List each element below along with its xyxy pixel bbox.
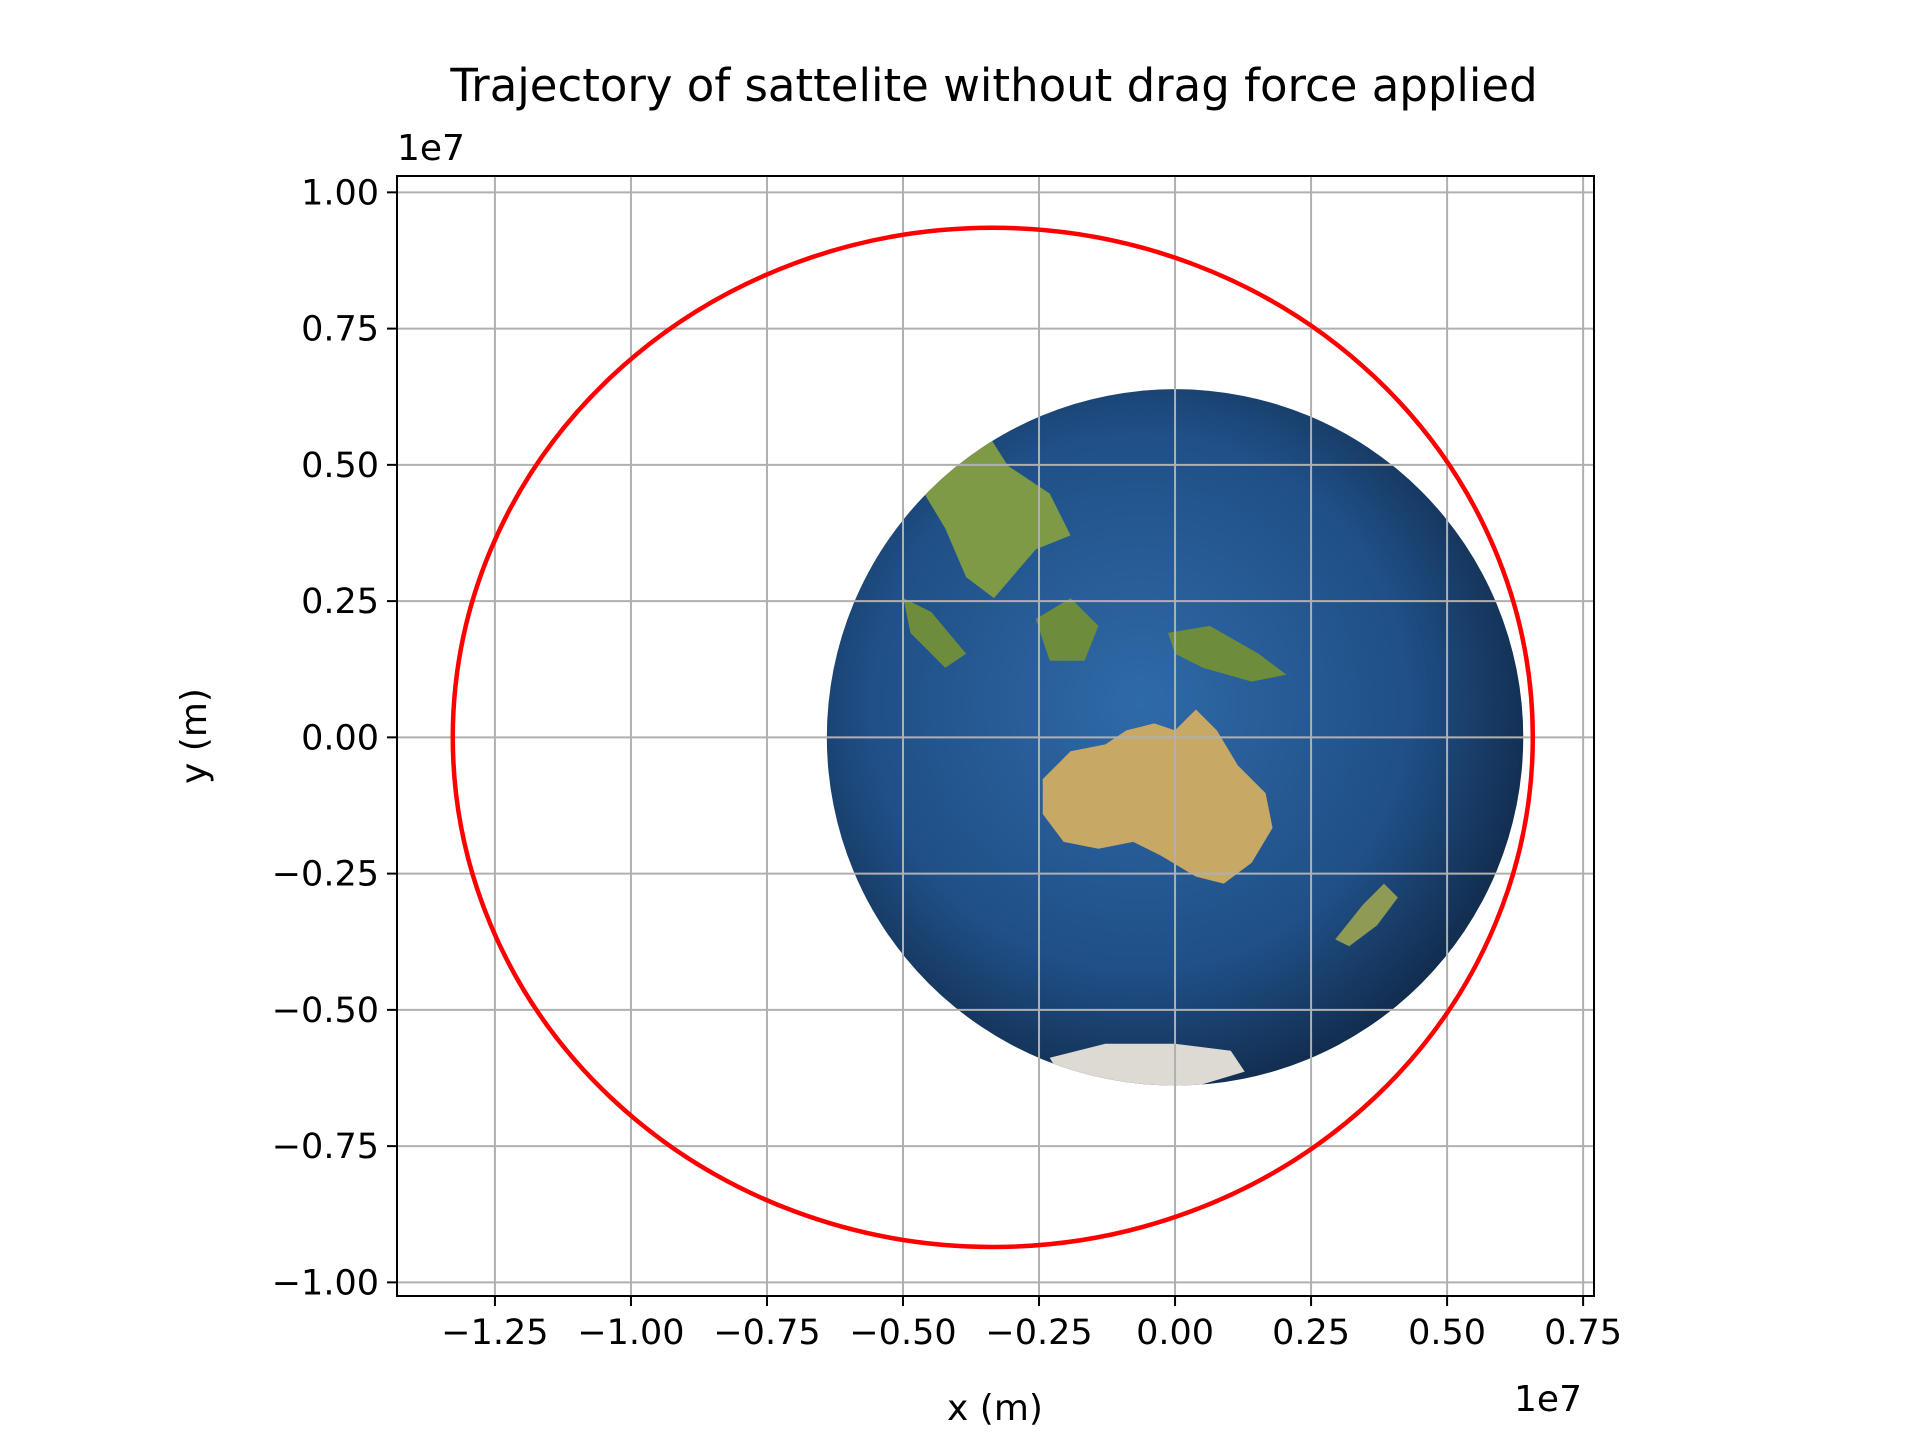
x-tick-label: −1.00	[577, 1313, 684, 1353]
y-tick-label: 0.25	[301, 582, 379, 622]
x-tick-label: −0.50	[849, 1313, 956, 1353]
y-tick-label: 0.50	[301, 446, 379, 486]
new-guinea-landmass	[1168, 625, 1287, 682]
x-axis-label: x (m)	[947, 1388, 1043, 1429]
x-axis-offset-label: 1e7	[1514, 1379, 1582, 1420]
australia-landmass	[1042, 709, 1273, 884]
y-tick-label: −1.00	[272, 1263, 379, 1303]
x-axis-ticks: −1.25 −1.00 −0.75 −0.50 −0.25 0.00 0.25 0.50 0.7…	[441, 1296, 1622, 1353]
x-tick-label: −0.25	[985, 1313, 1092, 1353]
x-tick-label: −0.75	[713, 1313, 820, 1353]
x-tick-label: −1.25	[441, 1313, 548, 1353]
x-tick-label: 0.50	[1408, 1313, 1486, 1353]
y-tick-label: 0.75	[301, 310, 379, 350]
x-tick-label: 0.75	[1544, 1313, 1622, 1353]
y-axis-ticks: 1.00 0.75 0.50 0.25 0.00 −0.25 −0.50 −0.75 −1.00	[272, 173, 397, 1303]
y-tick-label: 1.00	[301, 173, 379, 213]
y-tick-label: −0.75	[272, 1127, 379, 1167]
axes-frame	[396, 175, 1595, 1297]
grid	[397, 176, 1594, 1296]
y-tick-label: −0.50	[272, 991, 379, 1031]
chart-title: Trajectory of sattelite without drag for…	[449, 59, 1537, 112]
borneo-landmass	[1035, 598, 1099, 661]
y-axis-offset-label: 1e7	[397, 128, 465, 169]
sumatra-landmass	[903, 598, 967, 668]
x-tick-label: 0.00	[1136, 1313, 1214, 1353]
y-tick-label: −0.25	[272, 855, 379, 895]
y-axis-label: y (m)	[174, 688, 215, 784]
y-tick-label: 0.00	[301, 718, 379, 758]
new-zealand-landmass	[1335, 883, 1398, 947]
satellite-trajectory-line	[450, 225, 1536, 1250]
x-tick-label: 0.25	[1272, 1313, 1350, 1353]
